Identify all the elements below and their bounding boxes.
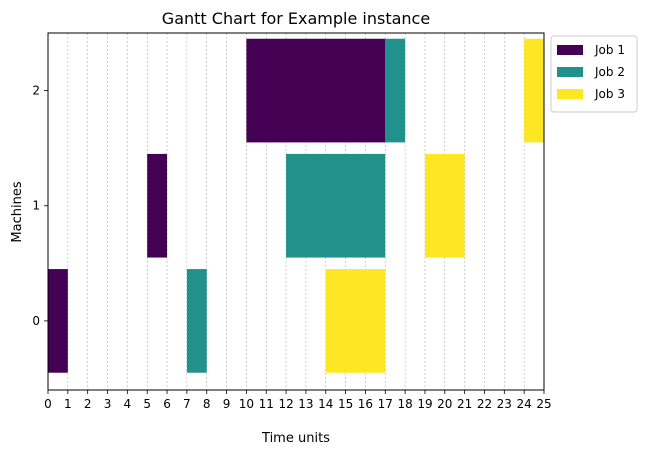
x-tick-label: 2 [84,397,92,411]
task-bar [325,269,386,373]
chart-title: Gantt Chart for Example instance [162,9,430,28]
bars [48,38,544,373]
task-bar [246,38,386,143]
y-tick-label: 0 [32,314,40,328]
task-bar [424,153,465,258]
y-axis-ticks: 0 1 2 [32,84,48,328]
legend: Job 1 Job 2 Job 3 [550,35,638,113]
x-tick-label: 12 [278,397,293,411]
x-tick-label: 6 [163,397,171,411]
y-axis-label: Machines [10,181,25,242]
x-tick-label: 23 [497,397,512,411]
x-tick-label: 5 [143,397,151,411]
x-tick-label: 0 [44,397,52,411]
x-tick-label: 7 [183,397,191,411]
x-tick-label: 10 [239,397,254,411]
legend-swatch [557,67,583,77]
legend-label: Job 1 [594,43,625,57]
x-tick-label: 22 [477,397,492,411]
legend-label: Job 3 [594,87,625,101]
legend-swatch [557,45,583,55]
x-axis-ticks: 0 1 2 3 4 5 6 7 8 9 10 11 12 13 14 15 16 17 18 19 20 21 22 23 24… [44,390,552,411]
task-bar [147,153,168,258]
x-tick-label: 1 [64,397,72,411]
task-bar [186,269,207,373]
plot-frame [47,32,545,391]
legend-swatch [557,89,583,99]
x-tick-label: 16 [358,397,373,411]
x-tick-label: 24 [517,397,532,411]
x-tick-label: 13 [298,397,313,411]
task-bar [385,38,406,143]
y-tick-label: 2 [32,84,40,98]
x-tick-label: 17 [378,397,393,411]
task-bar [524,38,544,143]
x-tick-label: 8 [203,397,211,411]
x-tick-label: 11 [259,397,274,411]
x-tick-label: 18 [397,397,412,411]
task-bar [286,153,386,258]
x-tick-label: 25 [536,397,551,411]
task-bar [48,269,68,373]
x-tick-label: 20 [437,397,452,411]
legend-label: Job 2 [594,65,625,79]
x-tick-label: 19 [417,397,432,411]
x-tick-label: 14 [318,397,333,411]
x-tick-label: 15 [338,397,353,411]
x-tick-label: 21 [457,397,472,411]
x-tick-label: 3 [104,397,112,411]
x-axis-label: Time units [261,431,330,446]
x-tick-label: 9 [223,397,231,411]
x-tick-label: 4 [124,397,132,411]
y-tick-label: 1 [32,199,40,213]
